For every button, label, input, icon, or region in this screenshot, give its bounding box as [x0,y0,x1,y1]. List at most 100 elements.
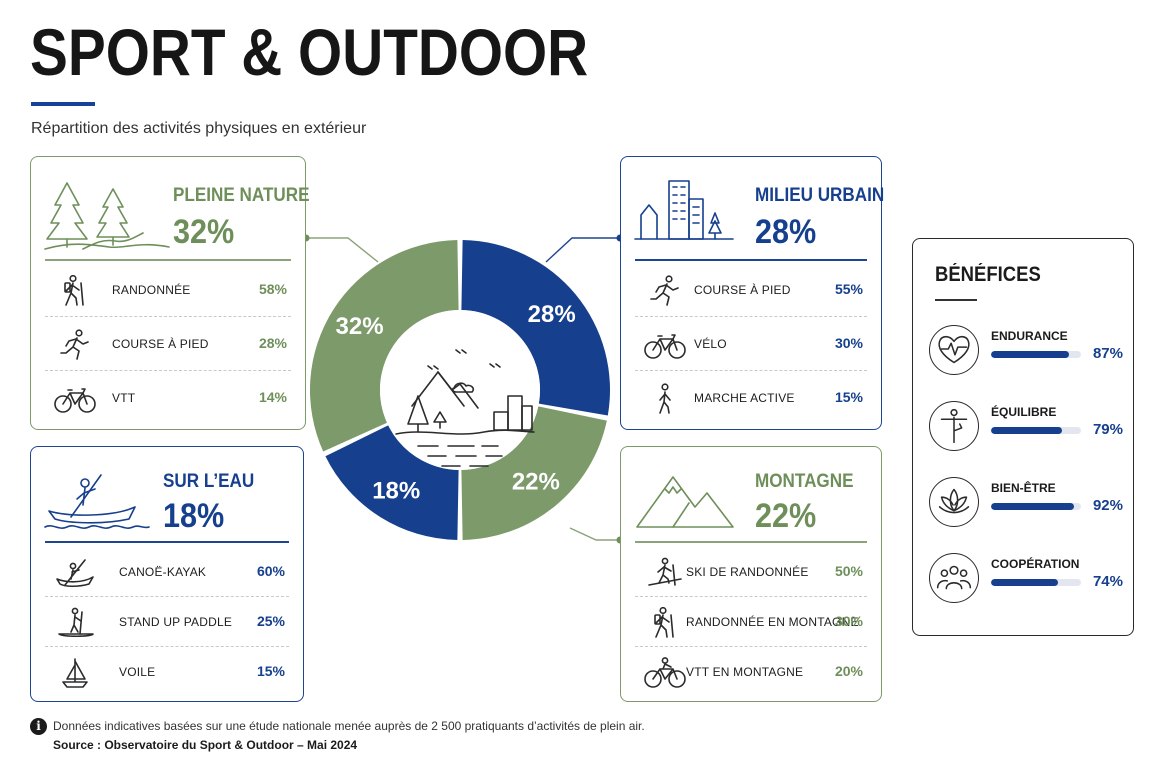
list-item: SKI DE RANDONNÉE 50% [635,547,867,597]
benefit-value: 92% [1092,497,1123,514]
row-label: RANDONNÉE [112,283,191,297]
kayak-icon [56,559,94,588]
row-label: CANOË-KAYAK [119,565,207,579]
walker-icon [659,383,671,414]
benefit-value: 79% [1092,421,1123,438]
title-underline [31,102,95,106]
hiker-icon [64,275,84,306]
benefit-label: BIEN-ÊTRE [991,481,1056,495]
runner-icon [650,275,679,306]
card-percent: 18% [163,497,225,535]
footer-note: Données indicatives basées sur une étude… [53,719,645,733]
card-divider [45,541,289,543]
row-value: 25% [256,613,285,629]
team-icon [929,553,979,603]
list-item: CANOË-KAYAK 60% [45,547,289,597]
card-divider [635,541,867,543]
hiker-icon [654,607,674,638]
kayak-scene-icon [44,474,150,529]
city-icon [634,180,734,240]
row-label: COURSE À PIED [112,337,209,351]
list-item: MARCHE ACTIVE 15% [635,373,867,425]
benefit-bar-fill [991,579,1058,586]
row-label: VTT EN MONTAGNE [686,665,804,679]
benefit-endurance: ENDURANCE 87% [929,325,1129,387]
row-value: 20% [834,663,863,679]
list-item: VOILE 15% [45,647,289,697]
card-percent: 32% [173,213,235,251]
card-title: PLEINE NATURE [173,185,310,206]
forest-icon [44,182,170,250]
list-item: RANDONNÉE EN MONTAGNE 30% [635,597,867,647]
row-label: RANDONNÉE EN MONTAGNE [686,615,859,629]
list-item: COURSE À PIED 28% [45,319,291,371]
list-item: COURSE À PIED 55% [635,265,867,317]
runner-icon [60,329,89,360]
landscape-icon [395,349,535,467]
card-milieu-urbain: MILIEU URBAIN 28% COURSE À PIED 55% VÉLO… [620,156,885,430]
row-value: 55% [834,281,863,297]
card-divider [635,259,867,261]
row-label: COURSE À PIED [694,283,791,297]
donut-label-1: 22% [512,469,560,496]
bicycle-icon [644,334,686,359]
card-percent: 28% [755,213,817,251]
row-label: STAND UP PADDLE [119,615,233,629]
benefit-bar [991,579,1081,586]
footer-source: Source : Observatoire du Sport & Outdoor… [53,738,358,752]
list-item: VÉLO 30% [635,319,867,371]
row-value: 15% [834,389,863,405]
card-divider [45,259,291,261]
benefit-bar-fill [991,351,1070,358]
row-value: 30% [834,613,863,629]
card-pleine-nature: PLEINE NATURE 32% RANDONNÉE 58% COURSE À… [30,156,310,430]
benefit-label: ENDURANCE [991,329,1068,343]
benefit-bar [991,503,1081,510]
card-percent: 22% [755,497,817,535]
ski-icon [648,557,682,586]
donut-slice-0 [461,240,610,416]
benefits-underline [935,299,977,301]
card-title: MILIEU URBAIN [755,185,885,206]
lotus-icon [929,477,979,527]
row-value: 15% [256,663,285,679]
row-label: SKI DE RANDONNÉE [686,565,809,579]
row-value: 30% [834,335,863,351]
benefit-equilibre: ÉQUILIBRE 79% [929,401,1129,463]
donut-slice-2 [325,425,459,540]
donut-svg: 28% 22% 18% 32% [310,240,610,540]
benefit-value: 74% [1092,573,1123,590]
card-montagne: MONTAGNE 22% SKI DE RANDONNÉE 50% RANDON… [620,446,882,702]
benefit-bar [991,351,1081,358]
donut-label-0: 28% [528,301,576,328]
info-icon: i [30,718,47,735]
donut-label-3: 32% [336,313,384,340]
card-sur-l-eau: SUR L’EAU 18% CANOË-KAYAK 60% STAND UP P… [30,446,304,702]
paddle-icon [58,607,94,638]
card-title: MONTAGNE [755,471,854,492]
balance-pose-icon [929,401,979,451]
benefit-cooperation: COOPÉRATION 74% [929,553,1129,615]
row-value: 60% [256,563,285,579]
sailboat-icon [62,658,88,688]
benefits-title: BÉNÉFICES [935,263,1041,286]
page-subtitle: Répartition des activités physiques en e… [31,120,367,137]
benefit-value: 87% [1092,345,1123,362]
mountain-icon [636,476,734,528]
row-label: VOILE [119,665,156,679]
benefit-label: COOPÉRATION [991,557,1080,571]
row-value: 14% [258,389,287,405]
benefit-bar-fill [991,427,1063,434]
benefit-bar-fill [991,503,1074,510]
donut-label-2: 18% [372,477,420,504]
benefit-label: ÉQUILIBRE [991,405,1057,419]
row-value: 58% [258,281,287,297]
row-label: MARCHE ACTIVE [694,391,795,405]
list-item: VTT 14% [45,373,291,425]
donut-slice-1 [461,406,607,540]
row-label: VÉLO [694,337,727,351]
row-value: 50% [834,563,863,579]
benefit-bien-etre: BIEN-ÊTRE 92% [929,477,1129,539]
donut-slice-3 [310,240,459,452]
list-item: VTT EN MONTAGNE 20% [635,647,867,697]
